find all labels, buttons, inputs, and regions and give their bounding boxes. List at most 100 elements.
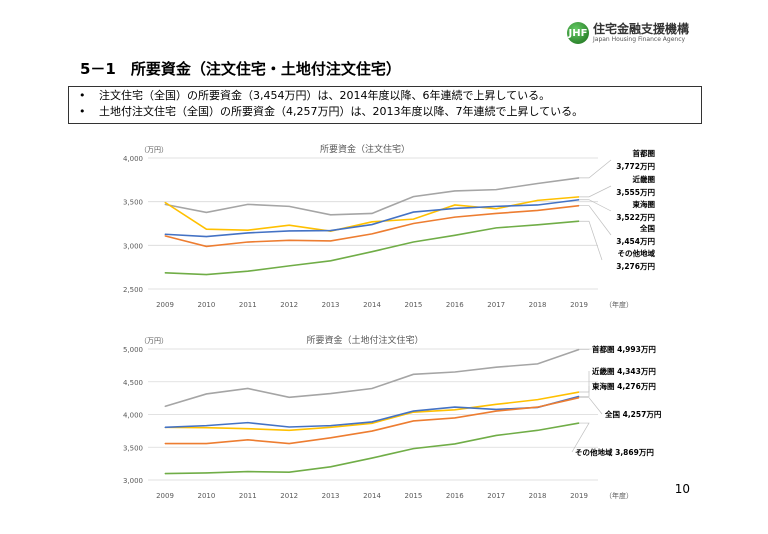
data-point bbox=[495, 208, 497, 210]
x-tick-label: 2009 bbox=[156, 301, 174, 309]
bullet-dot: • bbox=[79, 89, 86, 102]
x-tick-label: 2014 bbox=[363, 301, 381, 309]
data-point bbox=[205, 274, 207, 276]
series-line-東海圏 bbox=[164, 198, 580, 238]
y-tick-label: 3,500 bbox=[123, 199, 143, 207]
y-axis-unit: （万円） bbox=[140, 146, 168, 154]
x-tick-label: 2012 bbox=[280, 492, 298, 500]
data-point bbox=[495, 403, 497, 405]
chart-title: 所要資金（注文住宅） bbox=[320, 143, 410, 155]
data-point bbox=[247, 439, 249, 441]
data-point bbox=[205, 427, 207, 429]
data-point bbox=[205, 211, 207, 213]
data-point bbox=[247, 232, 249, 234]
series-line-首都圏 bbox=[164, 348, 580, 408]
x-tick-label: 2016 bbox=[446, 301, 464, 309]
leader-line bbox=[579, 220, 603, 261]
data-point bbox=[537, 224, 539, 226]
chart-title: 所要資金（土地付注文住宅） bbox=[306, 334, 423, 346]
data-point bbox=[454, 406, 456, 408]
data-point bbox=[412, 420, 414, 422]
data-point bbox=[454, 443, 456, 445]
series-label: 近畿圏 bbox=[633, 174, 656, 184]
data-point bbox=[205, 425, 207, 427]
chart-land-custom-home: 所要資金（土地付注文住宅） （万円） （年度） 3,000 3,500 4,000 4,50… bbox=[123, 334, 662, 500]
data-point bbox=[371, 430, 373, 432]
data-point bbox=[164, 426, 166, 428]
series-line-全国 bbox=[165, 396, 580, 445]
data-point bbox=[537, 429, 539, 431]
bullet-item: • 土地付注文住宅（全国）の所要資金（4,257万円）は、2013年度以降、7年連… bbox=[69, 104, 701, 120]
series-label: 東海圏 4,276万円 bbox=[592, 381, 656, 391]
data-point bbox=[454, 417, 456, 419]
data-point bbox=[247, 428, 249, 430]
series-end-value: 3,772万円 bbox=[616, 162, 655, 171]
data-point bbox=[247, 270, 249, 272]
y-axis-unit: （万円） bbox=[140, 337, 168, 345]
data-point bbox=[330, 426, 332, 428]
data-point bbox=[537, 199, 539, 201]
y-tick-label: 3,000 bbox=[123, 242, 143, 250]
data-point bbox=[330, 425, 332, 427]
y-tick-label: 5,000 bbox=[123, 346, 143, 354]
data-point bbox=[247, 471, 249, 473]
series-label: 全国 bbox=[639, 223, 655, 233]
x-tick-label: 2013 bbox=[322, 492, 340, 500]
data-point bbox=[537, 209, 539, 211]
x-tick-label: 2009 bbox=[156, 492, 174, 500]
leader-line bbox=[579, 205, 612, 236]
x-tick-label: 2017 bbox=[487, 301, 505, 309]
leader-line bbox=[579, 199, 612, 212]
data-point bbox=[412, 373, 414, 375]
bullet-text: 土地付注文住宅（全国）の所要資金（4,257万円）は、2013年度以降、7年連続… bbox=[99, 105, 584, 118]
data-point bbox=[330, 393, 332, 395]
series-end-value: 3,555万円 bbox=[616, 188, 655, 197]
data-point bbox=[330, 437, 332, 439]
data-point bbox=[205, 443, 207, 445]
data-point bbox=[371, 387, 373, 389]
data-point bbox=[247, 387, 249, 389]
data-point bbox=[495, 212, 497, 214]
leader-line bbox=[579, 386, 590, 397]
x-axis-unit: （年度） bbox=[605, 300, 633, 309]
leader-line bbox=[579, 185, 612, 198]
data-point bbox=[164, 235, 166, 237]
data-point bbox=[454, 234, 456, 236]
series-label: 全国 4,257万円 bbox=[604, 409, 662, 419]
series-label: その他地域 bbox=[618, 248, 656, 258]
data-point bbox=[537, 363, 539, 365]
data-point bbox=[495, 434, 497, 436]
x-tick-label: 2013 bbox=[322, 301, 340, 309]
x-tick-label: 2016 bbox=[446, 492, 464, 500]
data-point bbox=[454, 204, 456, 206]
data-point bbox=[330, 260, 332, 262]
data-point bbox=[288, 205, 290, 207]
series-label: 近畿圏 4,343万円 bbox=[592, 366, 656, 376]
x-tick-label: 2019 bbox=[570, 301, 588, 309]
leader-line bbox=[579, 397, 603, 415]
data-point bbox=[371, 457, 373, 459]
jhf-logo-mark: JHF bbox=[567, 22, 589, 44]
data-point bbox=[371, 233, 373, 235]
data-point bbox=[412, 410, 414, 412]
bullet-dot: • bbox=[79, 105, 86, 118]
data-point bbox=[205, 236, 207, 238]
x-tick-label: 2015 bbox=[404, 492, 422, 500]
data-point bbox=[205, 245, 207, 247]
x-tick-label: 2019 bbox=[570, 492, 588, 500]
data-point bbox=[330, 240, 332, 242]
page-number: 10 bbox=[674, 482, 690, 496]
x-tick-label: 2014 bbox=[363, 492, 381, 500]
data-point bbox=[288, 224, 290, 226]
jhf-logo: JHF 住宅金融支援機構 Japan Housing Finance Agenc… bbox=[567, 22, 689, 44]
series-line-首都圏 bbox=[164, 177, 580, 216]
data-point bbox=[537, 204, 539, 206]
data-point bbox=[412, 448, 414, 450]
chart-custom-home: 所要資金（注文住宅） （万円） （年度） 2,500 3,000 3,500 4,000 20… bbox=[123, 143, 656, 309]
x-tick-label: 2015 bbox=[404, 301, 422, 309]
data-point bbox=[371, 221, 373, 223]
data-point bbox=[164, 272, 166, 274]
bullet-text: 注文住宅（全国）の所要資金（3,454万円）は、2014年度以降、6年連続で上昇… bbox=[99, 89, 551, 102]
data-point bbox=[330, 230, 332, 232]
data-point bbox=[288, 396, 290, 398]
